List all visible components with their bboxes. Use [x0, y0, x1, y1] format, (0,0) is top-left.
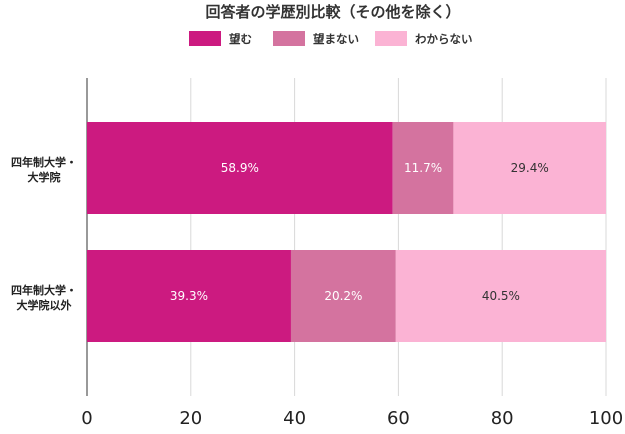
legend-swatch — [189, 31, 221, 46]
bar-segment — [453, 122, 606, 214]
category-label: 四年制大学・大学院以外 — [11, 283, 77, 312]
legend-swatch — [375, 31, 407, 46]
legend-label: 望む — [229, 32, 252, 46]
tick-label: 0 — [81, 408, 92, 429]
tick-label: 100 — [589, 408, 623, 429]
data-label: 20.2% — [324, 289, 362, 303]
bar-segment — [392, 122, 454, 214]
data-label: 58.9% — [221, 161, 259, 175]
data-label: 29.4% — [511, 161, 549, 175]
bar-segment — [87, 250, 291, 342]
legend-label: 望まない — [313, 32, 359, 46]
tick-label: 20 — [179, 408, 202, 429]
chart-title: 回答者の学歴別比較（その他を除く） — [205, 3, 460, 21]
tick-label: 40 — [283, 408, 306, 429]
tick-label: 60 — [387, 408, 410, 429]
data-label: 39.3% — [170, 289, 208, 303]
legend-label: わからない — [415, 32, 473, 46]
data-label: 11.7% — [404, 161, 442, 175]
bar-segment — [87, 122, 393, 214]
legend-swatch — [273, 31, 305, 46]
x-axis-ticks: 0 20 40 60 80 100 — [81, 408, 623, 429]
bar-segment — [290, 250, 396, 342]
data-label: 40.5% — [482, 289, 520, 303]
tick-label: 80 — [491, 408, 514, 429]
legend: 望む 望まない わからない — [189, 31, 473, 46]
bars: 58.9% 11.7% 29.4% 39.3% 20.2% 40.5% — [87, 122, 606, 342]
bar-segment — [395, 250, 606, 342]
category-label: 四年制大学・大学院 — [11, 155, 77, 184]
